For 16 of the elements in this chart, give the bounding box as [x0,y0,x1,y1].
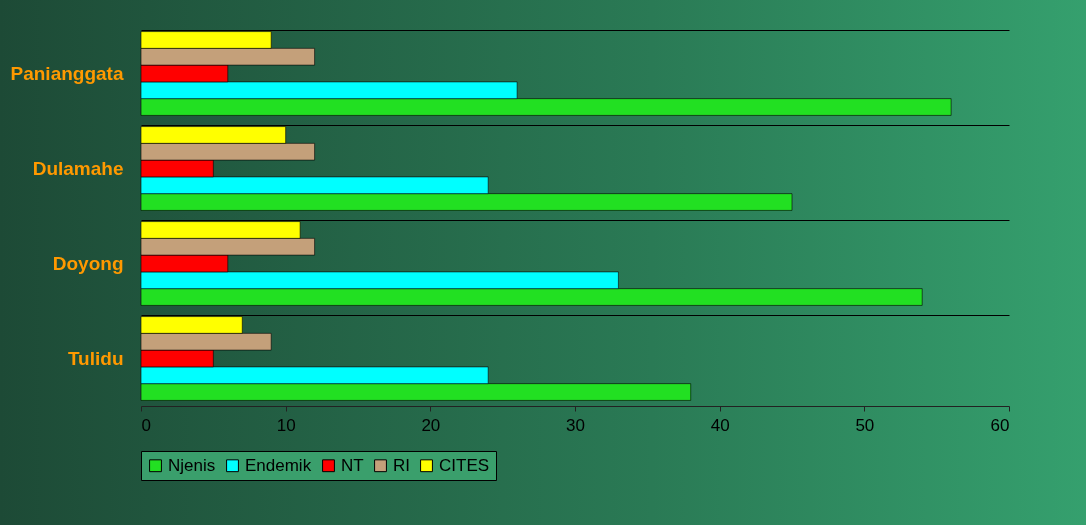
legend-label: RI [393,455,410,475]
legend-label: CITES [439,455,490,475]
x-tick-label: 50 [855,415,875,435]
y-tick-label: Panianggata [10,62,124,84]
x-tick-label: 30 [566,415,585,435]
y-tick-label: Tulidu [67,347,124,369]
x-tick-label: 0 [141,415,151,435]
x-tick-label: 40 [710,415,730,435]
y-tick-label: Doyong [52,252,124,274]
x-tick-label: 10 [276,415,296,435]
legend-label: Njenis [168,455,216,475]
legend-label: NT [341,455,364,475]
x-tick-label: 20 [421,415,441,435]
y-tick-label: Dulamahe [32,157,124,179]
legend-label: Endemik [245,455,312,475]
x-tick-label: 60 [990,415,1010,435]
